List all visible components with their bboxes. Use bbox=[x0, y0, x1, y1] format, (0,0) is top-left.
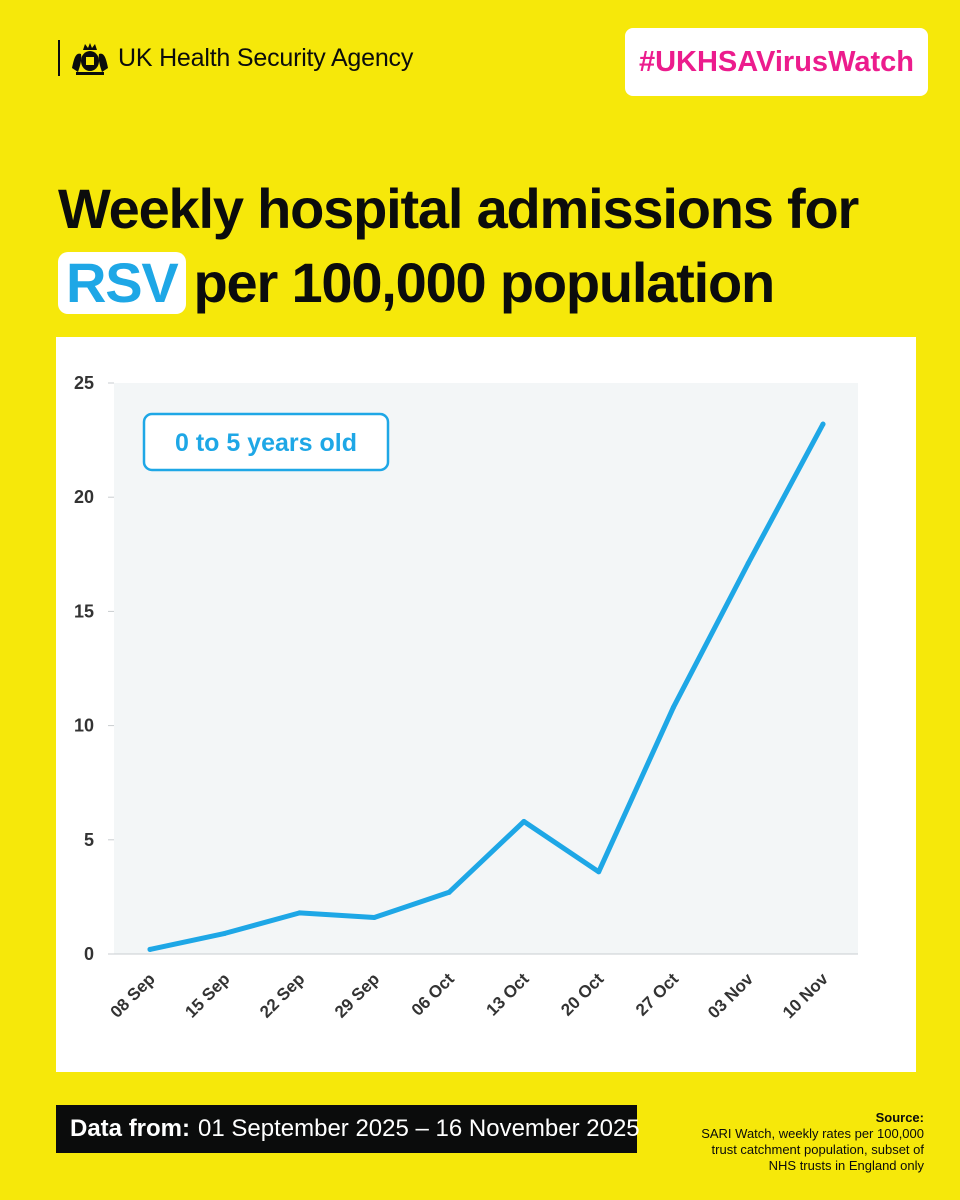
y-tick-label: 15 bbox=[74, 601, 94, 621]
data-point bbox=[670, 704, 676, 710]
x-tick-label: 13 Oct bbox=[483, 969, 533, 1019]
y-tick-label: 25 bbox=[74, 373, 94, 393]
data-from-range: 01 September 2025 – 16 November 2025 bbox=[198, 1115, 640, 1142]
data-point bbox=[371, 914, 377, 920]
x-tick-label: 15 Sep bbox=[181, 969, 233, 1021]
source-line-2: trust catchment population, subset of bbox=[711, 1142, 924, 1157]
y-tick-label: 0 bbox=[84, 944, 94, 964]
title-line-2: RSV per 100,000 population bbox=[58, 246, 928, 320]
chart-card: 0 5 10 15 20 25 08 Sep 15 Sep 22 Sep 29 Sep 06 Oct… bbox=[56, 337, 916, 1072]
data-range-bar: Data from: 01 September 2025 – 16 Novemb… bbox=[56, 1105, 640, 1153]
y-tick-label: 10 bbox=[74, 716, 94, 736]
x-tick-label: 22 Sep bbox=[256, 969, 308, 1021]
hashtag-badge: #UKHSAVirusWatch bbox=[624, 28, 928, 96]
title-highlight: RSV bbox=[58, 252, 186, 314]
data-point bbox=[820, 421, 826, 427]
annotation-label: 0 to 5 years old bbox=[175, 429, 357, 457]
data-point bbox=[147, 946, 153, 952]
series-line bbox=[147, 421, 826, 952]
data-point bbox=[521, 819, 527, 825]
x-tick-label: 08 Sep bbox=[107, 969, 159, 1021]
title-line-1: Weekly hospital admissions for bbox=[58, 177, 859, 240]
x-tick-label: 27 Oct bbox=[632, 969, 682, 1019]
title-line-2-text: per 100,000 population bbox=[193, 251, 776, 314]
data-point bbox=[596, 869, 602, 875]
x-tick-label: 20 Oct bbox=[557, 969, 607, 1019]
x-tick-label: 03 Nov bbox=[704, 969, 757, 1022]
x-tick-label: 29 Sep bbox=[331, 969, 383, 1021]
brand-divider bbox=[58, 40, 60, 76]
x-tick-label: 06 Oct bbox=[408, 969, 458, 1019]
royal-crest-icon bbox=[72, 43, 108, 75]
y-tick-label: 5 bbox=[84, 830, 94, 850]
source-line-1: SARI Watch, weekly rates per 100,000 bbox=[701, 1126, 924, 1141]
brand-logo: UK Health Security Agency bbox=[58, 40, 413, 76]
brand-name: UK Health Security Agency bbox=[118, 43, 414, 72]
data-point bbox=[297, 910, 303, 916]
source-line-3: NHS trusts in England only bbox=[768, 1158, 924, 1173]
page-title: Weekly hospital admissions for RSV per 10… bbox=[58, 172, 928, 320]
data-point bbox=[222, 930, 228, 936]
data-point bbox=[446, 889, 452, 895]
data-from-label: Data from: bbox=[70, 1115, 191, 1142]
x-tick-label: 10 Nov bbox=[779, 969, 832, 1022]
annotation-box bbox=[142, 412, 390, 472]
line-chart: 0 5 10 15 20 25 08 Sep 15 Sep 22 Sep 29 Sep 06 Oct… bbox=[74, 373, 858, 1022]
source-label: Source: bbox=[875, 1110, 924, 1125]
source-note: Source: SARI Watch, weekly rates per 100… bbox=[664, 1110, 924, 1174]
y-tick-label: 20 bbox=[74, 487, 94, 507]
data-point bbox=[745, 560, 751, 566]
